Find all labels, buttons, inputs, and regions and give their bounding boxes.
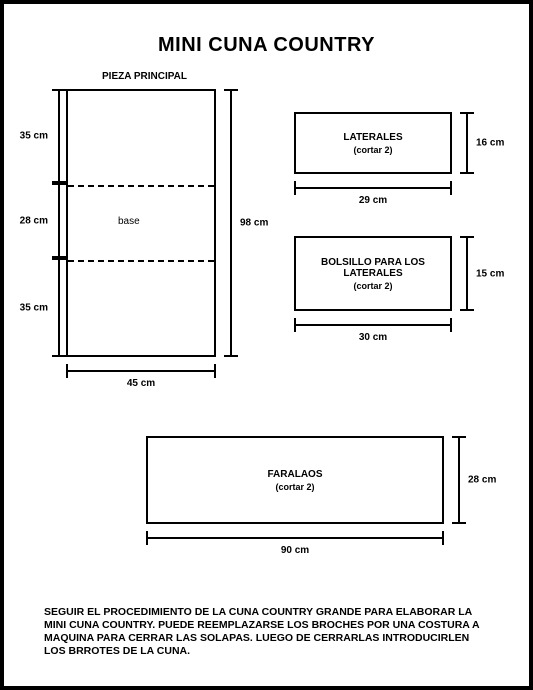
bolsillo-title: BOLSILLO PARA LOS LATERALES xyxy=(313,257,433,279)
dim-35-top: 35 cm xyxy=(52,89,66,183)
page: MINI CUNA COUNTRY PIEZA PRINCIPAL base 3… xyxy=(0,0,533,690)
faralaos-title: FARALAOS xyxy=(268,469,323,480)
document-title: MINI CUNA COUNTRY xyxy=(4,34,529,57)
bolsillo-sub: (cortar 2) xyxy=(353,281,392,291)
dim-98: 98 cm xyxy=(224,89,238,357)
dim-laterales-w: 29 cm xyxy=(294,181,452,195)
dim-faralaos-w: 90 cm xyxy=(146,531,444,545)
dim-98-label: 98 cm xyxy=(240,218,280,229)
dim-laterales-w-label: 29 cm xyxy=(294,195,452,206)
instructions-text: SEGUIR EL PROCEDIMIENTO DE LA CUNA COUNT… xyxy=(44,606,489,659)
laterales-rect: LATERALES (cortar 2) xyxy=(294,112,452,174)
bolsillo-rect: BOLSILLO PARA LOS LATERALES (cortar 2) xyxy=(294,236,452,311)
fold-line-1 xyxy=(68,185,214,187)
dim-45: 45 cm xyxy=(66,364,216,378)
fold-line-2 xyxy=(68,260,214,262)
dim-bolsillo-h-label: 15 cm xyxy=(476,268,516,279)
pieza-principal-rect: base xyxy=(66,89,216,357)
dim-bolsillo-w-label: 30 cm xyxy=(294,332,452,343)
dim-35-top-label: 35 cm xyxy=(14,131,48,142)
dim-45-label: 45 cm xyxy=(66,378,216,389)
dim-faralaos-h: 28 cm xyxy=(452,436,466,524)
dim-laterales-h: 16 cm xyxy=(460,112,474,174)
laterales-sub: (cortar 2) xyxy=(353,145,392,155)
faralaos-rect: FARALAOS (cortar 2) xyxy=(146,436,444,524)
pieza-principal-label: PIEZA PRINCIPAL xyxy=(102,71,187,82)
base-label: base xyxy=(118,216,140,227)
dim-faralaos-h-label: 28 cm xyxy=(468,475,508,486)
dim-faralaos-w-label: 90 cm xyxy=(146,545,444,556)
dim-laterales-h-label: 16 cm xyxy=(476,138,516,149)
faralaos-sub: (cortar 2) xyxy=(275,482,314,492)
dim-35-bot-label: 35 cm xyxy=(14,302,48,313)
laterales-title: LATERALES xyxy=(343,132,402,143)
dim-28-label: 28 cm xyxy=(14,215,48,226)
dim-28: 28 cm xyxy=(52,183,66,258)
dim-35-bot: 35 cm xyxy=(52,258,66,357)
dim-bolsillo-w: 30 cm xyxy=(294,318,452,332)
dim-bolsillo-h: 15 cm xyxy=(460,236,474,311)
